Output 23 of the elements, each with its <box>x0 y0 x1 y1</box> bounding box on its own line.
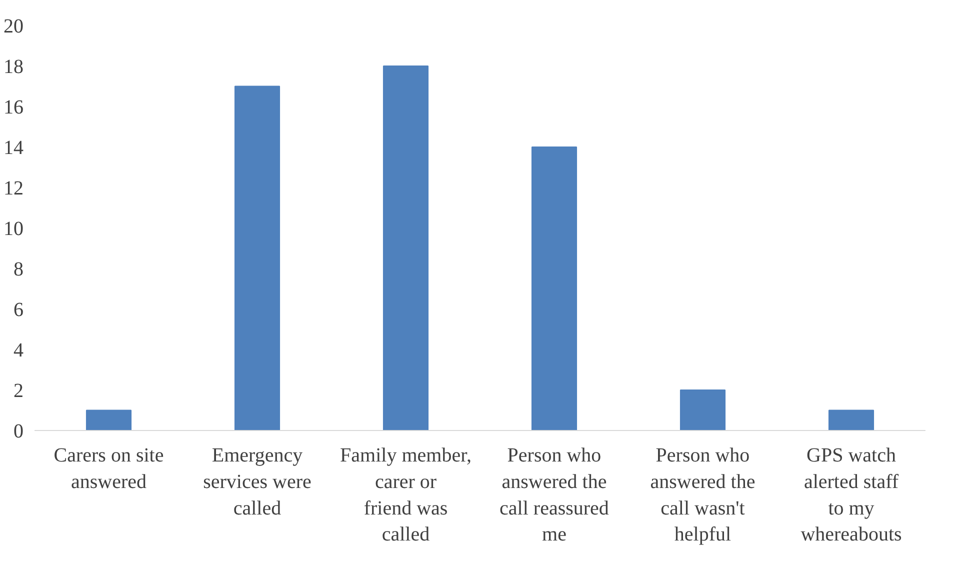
x-tick-label: Emergency services were called <box>203 444 312 520</box>
y-tick-label: 2 <box>14 380 24 402</box>
x-tick-label: Person who answered the call wasn't helpful <box>650 444 756 546</box>
y-tick-label: 8 <box>14 258 24 280</box>
bar <box>531 146 578 430</box>
y-tick-label: 14 <box>4 137 24 159</box>
y-tick-label: 0 <box>14 420 24 442</box>
x-tick-label: GPS watch alerted staff to my whereabouts <box>800 444 902 546</box>
y-tick-label: 20 <box>4 16 24 38</box>
x-tick-label: Family member, carer or friend was called <box>340 444 472 546</box>
bar <box>86 410 132 430</box>
y-tick-label: 16 <box>4 96 24 118</box>
y-tick-label: 4 <box>14 340 24 362</box>
bar <box>680 390 726 430</box>
x-tick-label: Person who answered the call reassured me <box>500 444 609 546</box>
bar <box>234 86 280 430</box>
y-tick-label: 10 <box>4 218 24 240</box>
bar <box>382 66 429 430</box>
y-tick-label: 12 <box>4 178 24 200</box>
y-tick-label: 18 <box>4 56 24 78</box>
y-tick-label: 6 <box>14 299 24 321</box>
x-tick-label: Carers on site answered <box>54 444 164 493</box>
bar <box>828 410 874 430</box>
